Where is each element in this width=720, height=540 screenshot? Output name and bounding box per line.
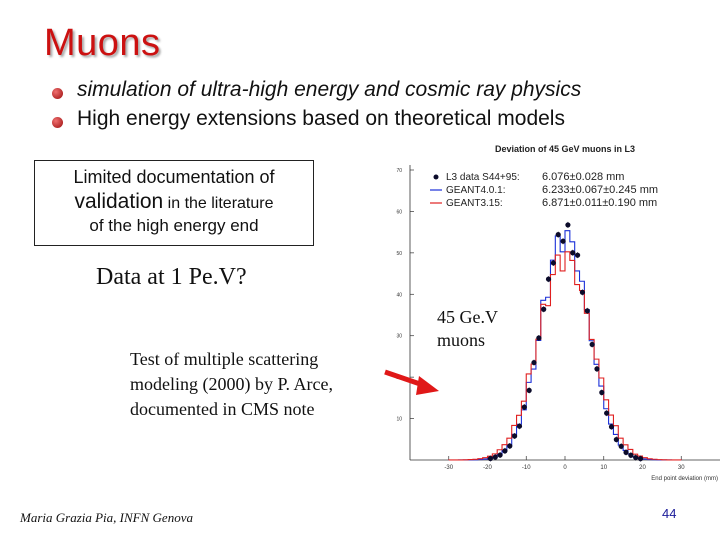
data-point (555, 232, 561, 238)
x-tick-label: -10 (522, 465, 531, 471)
box-line-1: Limited documentation of (73, 167, 275, 187)
data-point (487, 455, 494, 462)
box-line-2: validation in the literature (35, 190, 313, 214)
arrow-icon (384, 369, 439, 395)
data-point (594, 366, 600, 372)
data-point (608, 424, 615, 430)
muons-label: 45 Ge.V muons (437, 306, 498, 352)
data-point (633, 454, 639, 461)
box-line-3: of the high energy end (89, 216, 259, 235)
data-point (545, 276, 552, 282)
data-point (502, 448, 508, 454)
data-point (579, 289, 586, 295)
data-point (584, 308, 590, 314)
data-point (541, 306, 547, 312)
y-tick-label: 50 (396, 251, 402, 257)
data-point (604, 410, 610, 416)
data-point (589, 341, 595, 348)
page-number: 44 (662, 506, 677, 521)
legend-label: GEANT3.15: (446, 198, 503, 209)
data-point (613, 436, 619, 443)
bullet-text: High energy extensions based on theoreti… (77, 107, 565, 130)
y-tick-label: 40 (396, 292, 402, 298)
x-tick-label: 10 (600, 465, 607, 471)
data-point (570, 250, 576, 256)
legend-value: 6.076±0.028 mm (542, 171, 624, 183)
y-tick-label: 60 (396, 209, 402, 215)
data-point (623, 449, 629, 455)
data-point (574, 252, 581, 258)
x-tick-label: -20 (483, 465, 492, 471)
data-point (565, 222, 571, 228)
legend-value: 6.233±0.067±0.245 mm (542, 184, 658, 196)
muons-label-line-2: muons (437, 330, 486, 350)
data-point (599, 389, 605, 396)
data-point (516, 423, 523, 429)
histogram-series (448, 251, 682, 461)
data-point (628, 452, 634, 458)
y-tick-label: 10 (396, 417, 402, 423)
author-footer: Maria Grazia Pia, INFN Genova (20, 510, 193, 525)
legend-label: L3 data S44+95: (446, 172, 520, 183)
data-point (550, 260, 556, 266)
data-point (497, 452, 503, 458)
data-question: Data at 1 Pe.V? (96, 264, 247, 290)
data-point (637, 456, 644, 462)
data-point (560, 238, 566, 244)
deviation-chart: Deviation of 45 GeV muons in L3 10 20 30 40 5… (396, 144, 720, 482)
legend-value: 6.871±0.011±0.190 mm (542, 197, 657, 209)
y-tick-label: 70 (396, 168, 402, 174)
data-point (536, 335, 542, 341)
data-point (507, 443, 513, 449)
test-caption: Test of multiple scattering modeling (20… (130, 349, 333, 419)
data-point (618, 443, 624, 449)
slide-title: Muons (44, 22, 161, 64)
bullet-text: simulation of ultra-high energy and cosm… (77, 78, 582, 101)
x-tick-label: 20 (639, 465, 646, 471)
x-tick-label: 0 (563, 465, 567, 471)
data-point (521, 404, 527, 410)
bullet-dot-icon (52, 117, 63, 128)
chart-title: Deviation of 45 GeV muons in L3 (495, 144, 635, 154)
box-emphasis: validation (74, 190, 164, 213)
legend-label: GEANT4.0.1: (446, 185, 505, 196)
y-tick-label: 30 (396, 334, 402, 340)
validation-note-box: Limited documentation of validation in t… (34, 160, 314, 246)
legend-marker (433, 174, 439, 180)
bullet-dot-icon (52, 88, 63, 99)
data-point (531, 359, 537, 366)
x-tick-label: 30 (678, 465, 685, 471)
data-point (526, 387, 532, 393)
data-point (492, 454, 498, 460)
x-axis-label: End point deviation (mm) (651, 476, 718, 482)
data-point (512, 433, 518, 439)
x-tick-label: -30 (444, 465, 453, 471)
box-line-2-rest: in the literature (163, 195, 274, 212)
muons-label-line-1: 45 Ge.V (437, 307, 498, 327)
